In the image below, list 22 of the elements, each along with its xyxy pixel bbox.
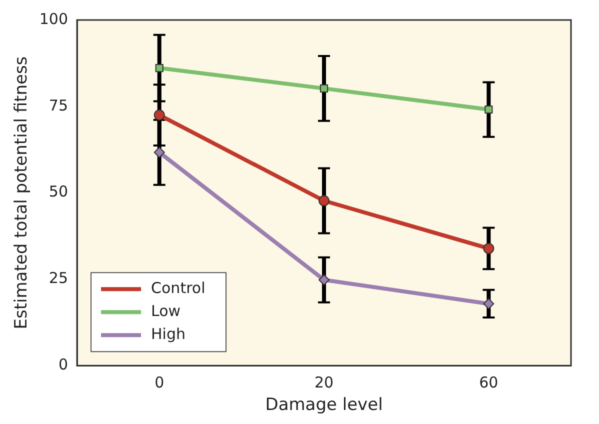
x-tick-label: 20 (314, 373, 334, 392)
y-tick-label: 0 (58, 355, 68, 374)
point (318, 195, 330, 206)
point (318, 274, 330, 286)
y-axis-title: Estimated total potential fitness (12, 56, 32, 330)
legend-label: High (151, 324, 186, 343)
y-tick-label: 100 (39, 10, 68, 28)
point (320, 84, 328, 92)
point (483, 298, 494, 310)
y-tick-label: 25 (48, 269, 68, 288)
y-tick-label: 75 (48, 96, 68, 114)
legend-label: Control (151, 278, 206, 297)
point (154, 110, 165, 121)
x-axis-title: Damage level (265, 395, 383, 416)
y-tick-label: 50 (48, 182, 68, 201)
point (484, 105, 493, 114)
x-tick-label: 60 (479, 373, 498, 392)
point (483, 242, 494, 254)
point (154, 146, 165, 158)
point (155, 64, 164, 72)
x-tick-label: 0 (154, 373, 164, 392)
legend-label: Low (151, 302, 181, 320)
